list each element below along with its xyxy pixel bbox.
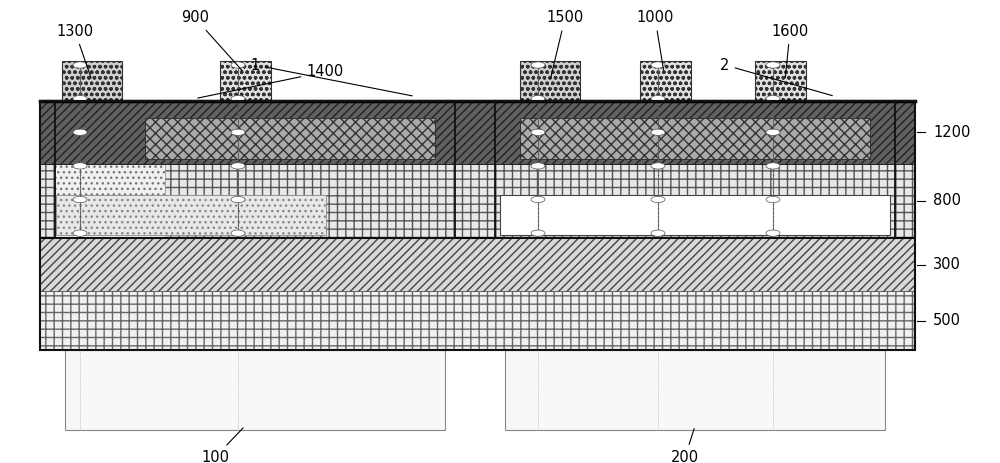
Circle shape (231, 95, 245, 102)
Circle shape (231, 163, 245, 169)
Text: 1300: 1300 (56, 24, 94, 78)
Bar (40, 101, 915, 163)
Bar (56, 195, 326, 235)
Circle shape (651, 196, 665, 203)
Circle shape (73, 95, 87, 102)
Bar (56, 195, 326, 235)
Bar (40, 163, 915, 238)
Circle shape (73, 196, 87, 203)
Text: 1600: 1600 (771, 24, 809, 78)
Circle shape (766, 95, 780, 102)
Bar (40, 291, 915, 350)
Circle shape (766, 230, 780, 236)
Text: 1: 1 (250, 57, 412, 96)
Circle shape (531, 196, 545, 203)
Text: 100: 100 (201, 428, 243, 463)
Circle shape (766, 163, 780, 169)
Circle shape (231, 129, 245, 135)
Text: 1000: 1000 (636, 11, 674, 70)
Circle shape (231, 230, 245, 236)
Text: 800: 800 (933, 193, 961, 208)
Circle shape (651, 129, 665, 135)
Circle shape (73, 230, 87, 236)
Bar (640, 61, 691, 101)
Bar (62, 61, 122, 101)
Circle shape (651, 95, 665, 102)
Bar (505, 350, 885, 431)
Circle shape (531, 95, 545, 102)
Bar (220, 61, 271, 101)
Bar (40, 101, 915, 350)
Bar (520, 119, 870, 159)
Circle shape (651, 230, 665, 236)
Bar (520, 61, 580, 101)
Bar (65, 350, 445, 431)
Bar (495, 101, 895, 238)
Circle shape (766, 196, 780, 203)
Text: 300: 300 (933, 257, 961, 272)
Bar (55, 101, 455, 238)
Circle shape (651, 163, 665, 169)
Bar (40, 238, 915, 291)
Circle shape (766, 62, 780, 68)
Circle shape (73, 163, 87, 169)
Circle shape (531, 163, 545, 169)
Bar (55, 163, 165, 238)
Bar (145, 119, 435, 159)
Circle shape (73, 129, 87, 135)
Text: 1400: 1400 (198, 64, 344, 98)
Text: 2: 2 (720, 57, 832, 96)
Circle shape (231, 196, 245, 203)
Circle shape (531, 129, 545, 135)
Bar (755, 61, 806, 101)
Bar (500, 195, 890, 235)
Text: 1200: 1200 (933, 125, 970, 140)
Circle shape (766, 129, 780, 135)
Text: 500: 500 (933, 313, 961, 328)
Circle shape (231, 62, 245, 68)
Text: 200: 200 (671, 429, 699, 463)
Circle shape (651, 62, 665, 68)
Circle shape (73, 62, 87, 68)
Text: 1500: 1500 (546, 11, 584, 78)
Text: 900: 900 (181, 11, 242, 70)
Circle shape (531, 230, 545, 236)
Circle shape (531, 62, 545, 68)
